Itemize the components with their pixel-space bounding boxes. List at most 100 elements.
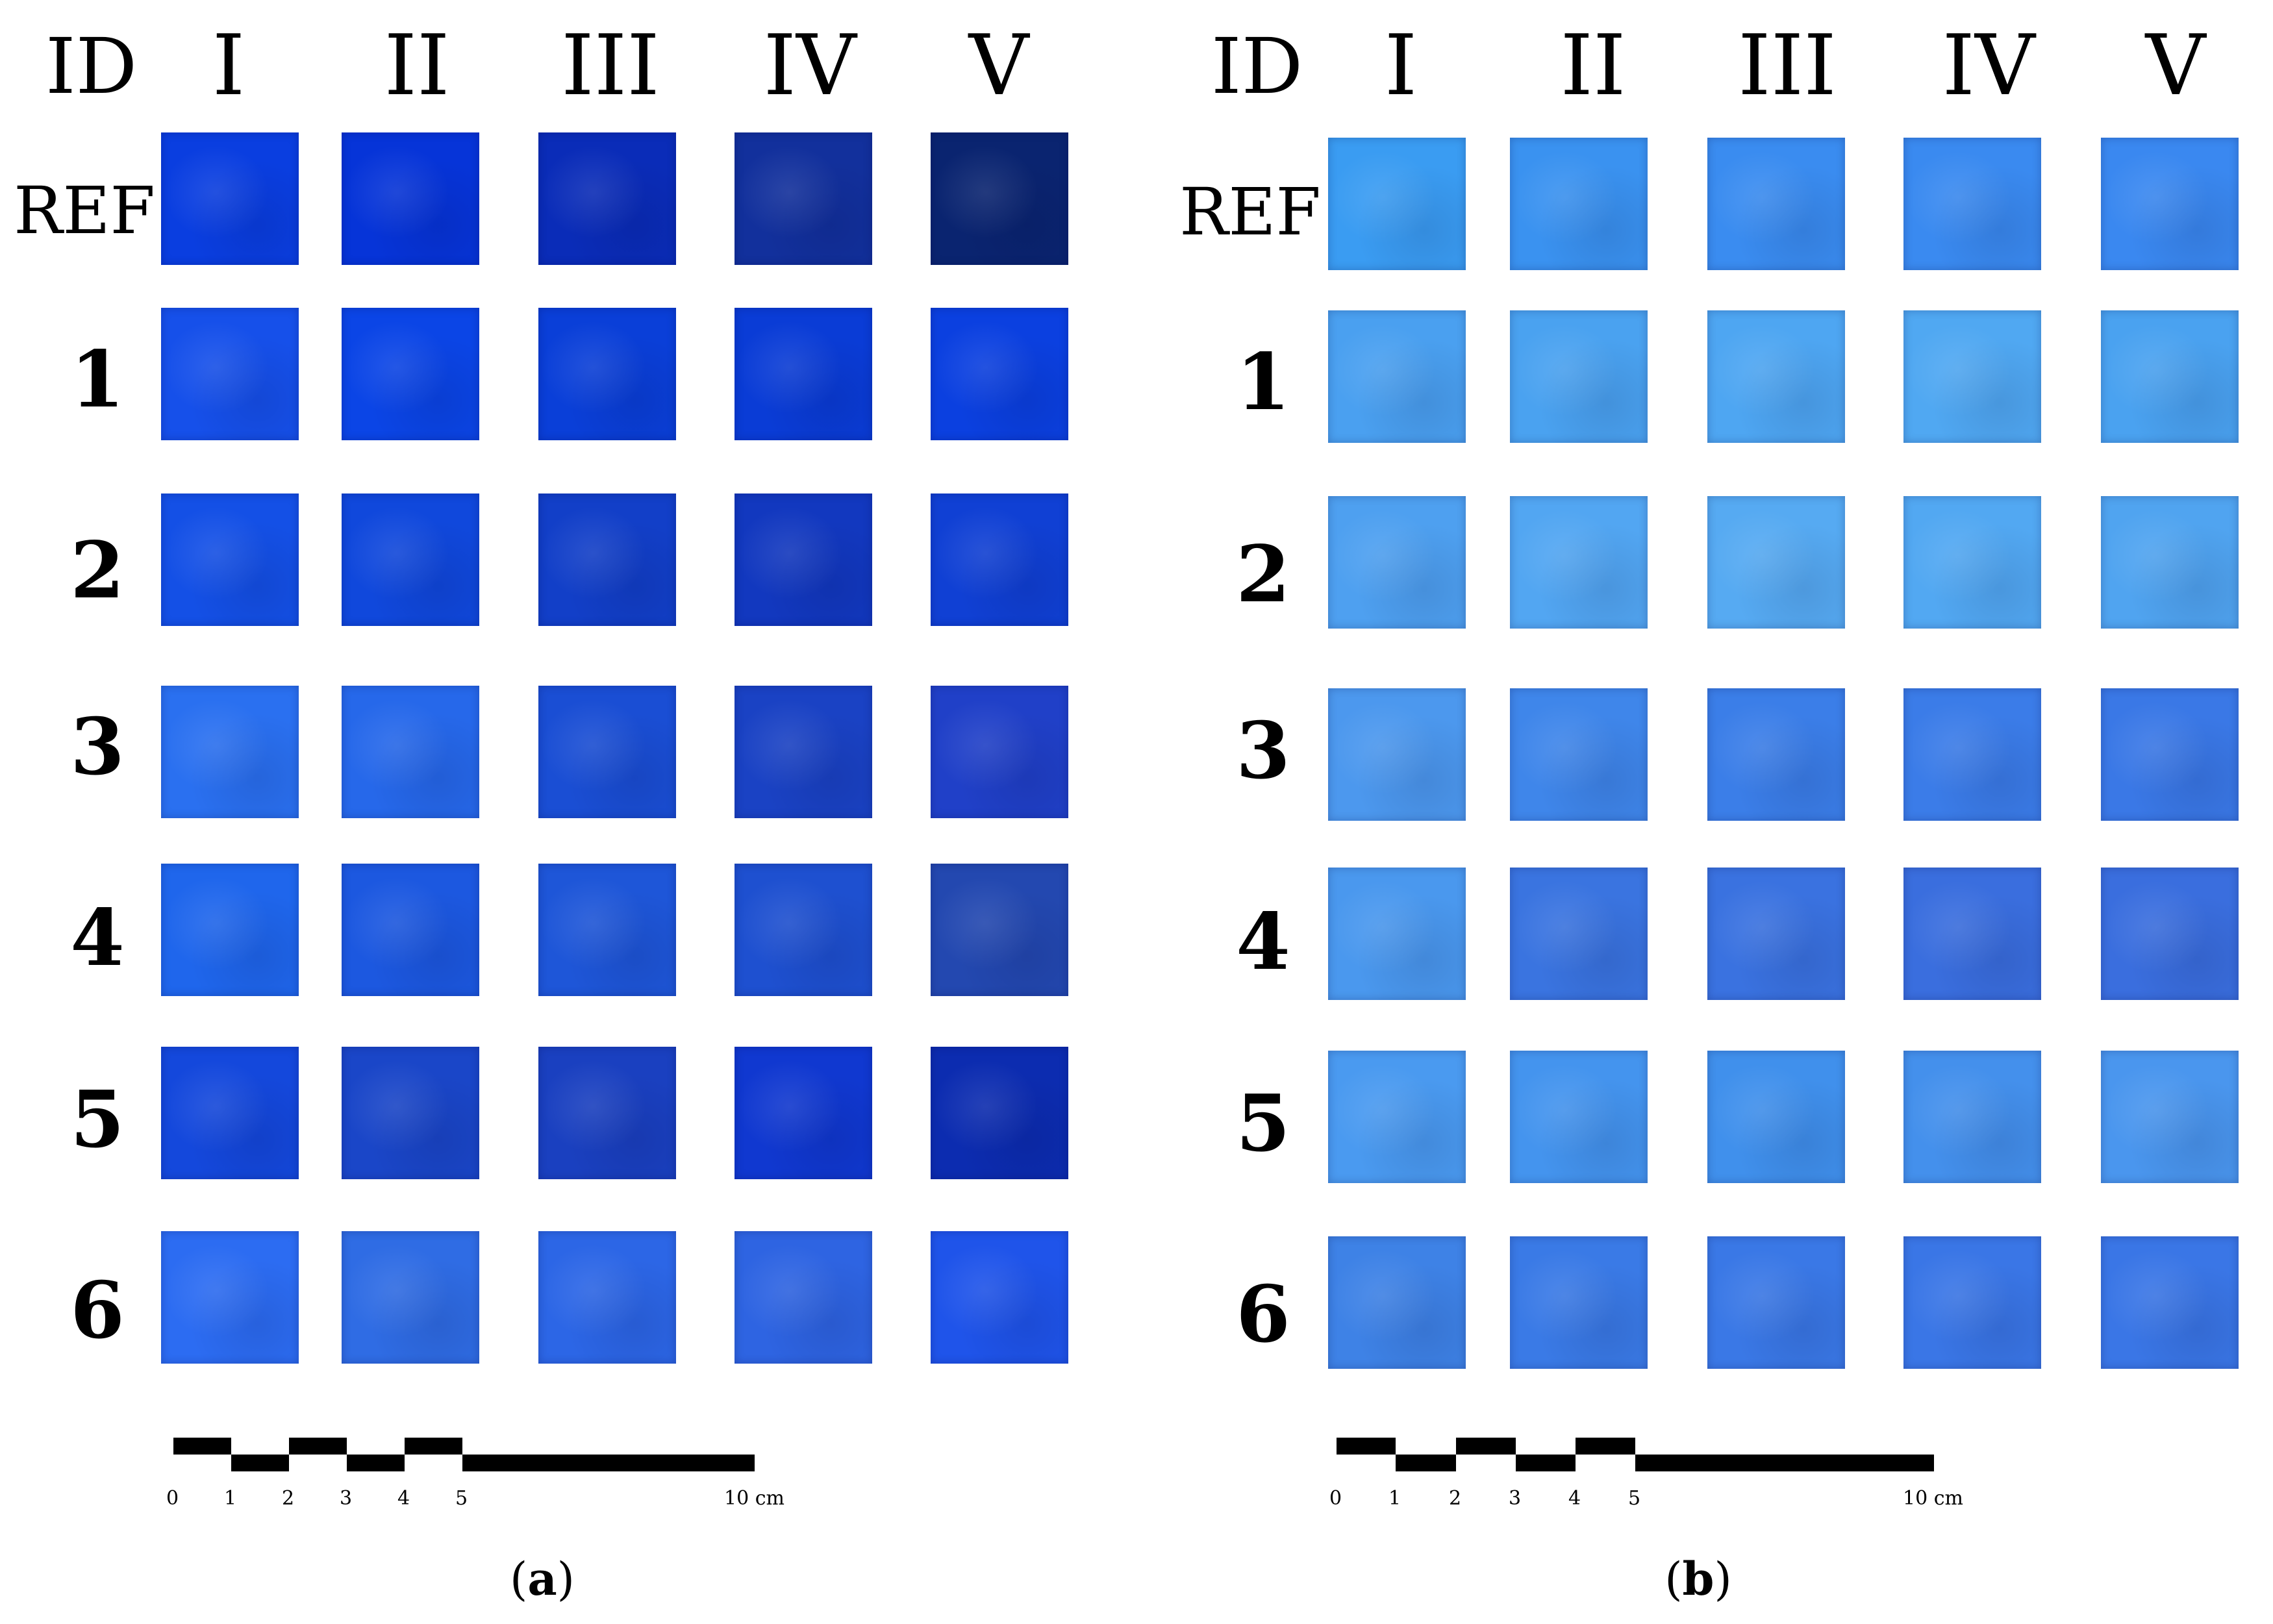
panel-b: ID I II III IV V REF 1 2 3 4 5 6 0 1 2 3… (1166, 0, 2273, 1624)
sample-tile-ref-col4 (735, 132, 872, 265)
header-col-1: I (1384, 18, 1418, 114)
sample-tile-3-col5 (2101, 688, 2239, 821)
scale-tick: 3 (1509, 1487, 1522, 1510)
scale-tick: 1 (224, 1487, 237, 1510)
sample-tile-3-col5 (931, 686, 1068, 818)
sample-tile-2-col1 (161, 493, 299, 626)
scale-tick: 1 (1388, 1487, 1401, 1510)
scalebar-seg (462, 1455, 755, 1471)
header-col-1: I (212, 18, 245, 114)
scale-tick: 2 (1449, 1487, 1462, 1510)
row-label-5: 5 (1236, 1078, 1290, 1169)
header-col-4: IV (763, 18, 857, 114)
sample-tile-5-col2 (342, 1047, 479, 1179)
header-col-2: II (1560, 18, 1626, 114)
sample-tile-4-col3 (538, 864, 676, 996)
caption-letter: a (527, 1552, 557, 1606)
sample-tile-4-col5 (931, 864, 1068, 996)
header-id: ID (1211, 21, 1303, 111)
sample-tile-6-col5 (931, 1231, 1068, 1364)
sample-tile-ref-col3 (538, 132, 676, 265)
sample-tile-3-col2 (342, 686, 479, 818)
sample-tile-3-col1 (161, 686, 299, 818)
row-label-1: 1 (1236, 336, 1290, 428)
sample-tile-6-col4 (1903, 1236, 2041, 1369)
panel-caption-b: (b) (1664, 1552, 1732, 1606)
sample-tile-1-col1 (161, 308, 299, 440)
sample-tile-1-col2 (1510, 310, 1648, 443)
scale-tick: 0 (1329, 1487, 1342, 1510)
sample-tile-2-col4 (1903, 496, 2041, 629)
row-label-ref: REF (1179, 174, 1321, 250)
sample-tile-3-col1 (1328, 688, 1466, 821)
row-label-ref: REF (14, 173, 155, 249)
sample-tile-ref-col5 (931, 132, 1068, 265)
panel-caption-a: (a) (510, 1552, 575, 1606)
sample-tile-5-col3 (1707, 1051, 1845, 1183)
sample-tile-3-col4 (1903, 688, 2041, 821)
header-col-2: II (384, 18, 450, 114)
scale-tick: 0 (166, 1487, 179, 1510)
sample-tile-2-col3 (538, 493, 676, 626)
sample-tile-4-col2 (1510, 868, 1648, 1000)
row-label-6: 6 (70, 1265, 125, 1356)
scale-tick: 5 (455, 1487, 468, 1510)
sample-tile-5-col1 (161, 1047, 299, 1179)
sample-tile-1-col5 (931, 308, 1068, 440)
row-label-4: 4 (70, 892, 125, 984)
sample-tile-2-col2 (1510, 496, 1648, 629)
sample-tile-4-col1 (1328, 868, 1466, 1000)
header-id: ID (45, 21, 138, 111)
header-col-5: V (968, 18, 1029, 114)
row-label-3: 3 (70, 701, 125, 793)
sample-tile-1-col5 (2101, 310, 2239, 443)
sample-tile-3-col3 (1707, 688, 1845, 821)
scale-tick: 2 (282, 1487, 295, 1510)
scalebar-seg (1396, 1455, 1456, 1471)
scale-tick: 4 (397, 1487, 410, 1510)
scalebar-seg (1337, 1438, 1396, 1455)
sample-tile-2-col1 (1328, 496, 1466, 629)
scale-tick: 4 (1568, 1487, 1581, 1510)
row-label-5: 5 (70, 1074, 125, 1166)
sample-tile-ref-col5 (2101, 138, 2239, 270)
sample-tile-1-col2 (342, 308, 479, 440)
sample-tile-5-col5 (931, 1047, 1068, 1179)
sample-tile-6-col3 (1707, 1236, 1845, 1369)
header-col-5: V (2145, 18, 2206, 114)
row-label-3: 3 (1236, 705, 1290, 797)
scalebar-seg (1456, 1438, 1516, 1455)
sample-tile-2-col5 (2101, 496, 2239, 629)
sample-tile-5-col4 (735, 1047, 872, 1179)
sample-tile-6-col2 (1510, 1236, 1648, 1369)
scalebar-seg (231, 1455, 289, 1471)
sample-tile-ref-col2 (342, 132, 479, 265)
sample-tile-5-col2 (1510, 1051, 1648, 1183)
scalebar-seg (173, 1438, 231, 1455)
sample-tile-2-col2 (342, 493, 479, 626)
sample-tile-4-col4 (735, 864, 872, 996)
sample-tile-3-col2 (1510, 688, 1648, 821)
sample-tile-2-col3 (1707, 496, 1845, 629)
sample-tile-ref-col2 (1510, 138, 1648, 270)
row-label-2: 2 (1236, 529, 1290, 620)
scale-tick: 5 (1628, 1487, 1641, 1510)
sample-tile-6-col1 (1328, 1236, 1466, 1369)
scalebar-seg (1635, 1455, 1934, 1471)
sample-tile-1-col4 (735, 308, 872, 440)
sample-tile-1-col3 (1707, 310, 1845, 443)
scale-end-label: 10 cm (1903, 1487, 1963, 1510)
row-label-1: 1 (70, 334, 125, 425)
header-col-3: III (1738, 18, 1837, 114)
row-label-2: 2 (70, 525, 125, 616)
row-label-6: 6 (1236, 1269, 1290, 1360)
scalebar-seg (1516, 1455, 1576, 1471)
sample-tile-6-col4 (735, 1231, 872, 1364)
scalebar-seg (347, 1455, 405, 1471)
panel-a: ID I II III IV V REF 1 2 3 4 5 6 0 1 2 3… (0, 0, 1136, 1624)
sample-tile-ref-col1 (161, 132, 299, 265)
scalebar-seg (1576, 1438, 1635, 1455)
sample-tile-4-col3 (1707, 868, 1845, 1000)
sample-tile-5-col4 (1903, 1051, 2041, 1183)
header-col-4: IV (1942, 18, 2035, 114)
